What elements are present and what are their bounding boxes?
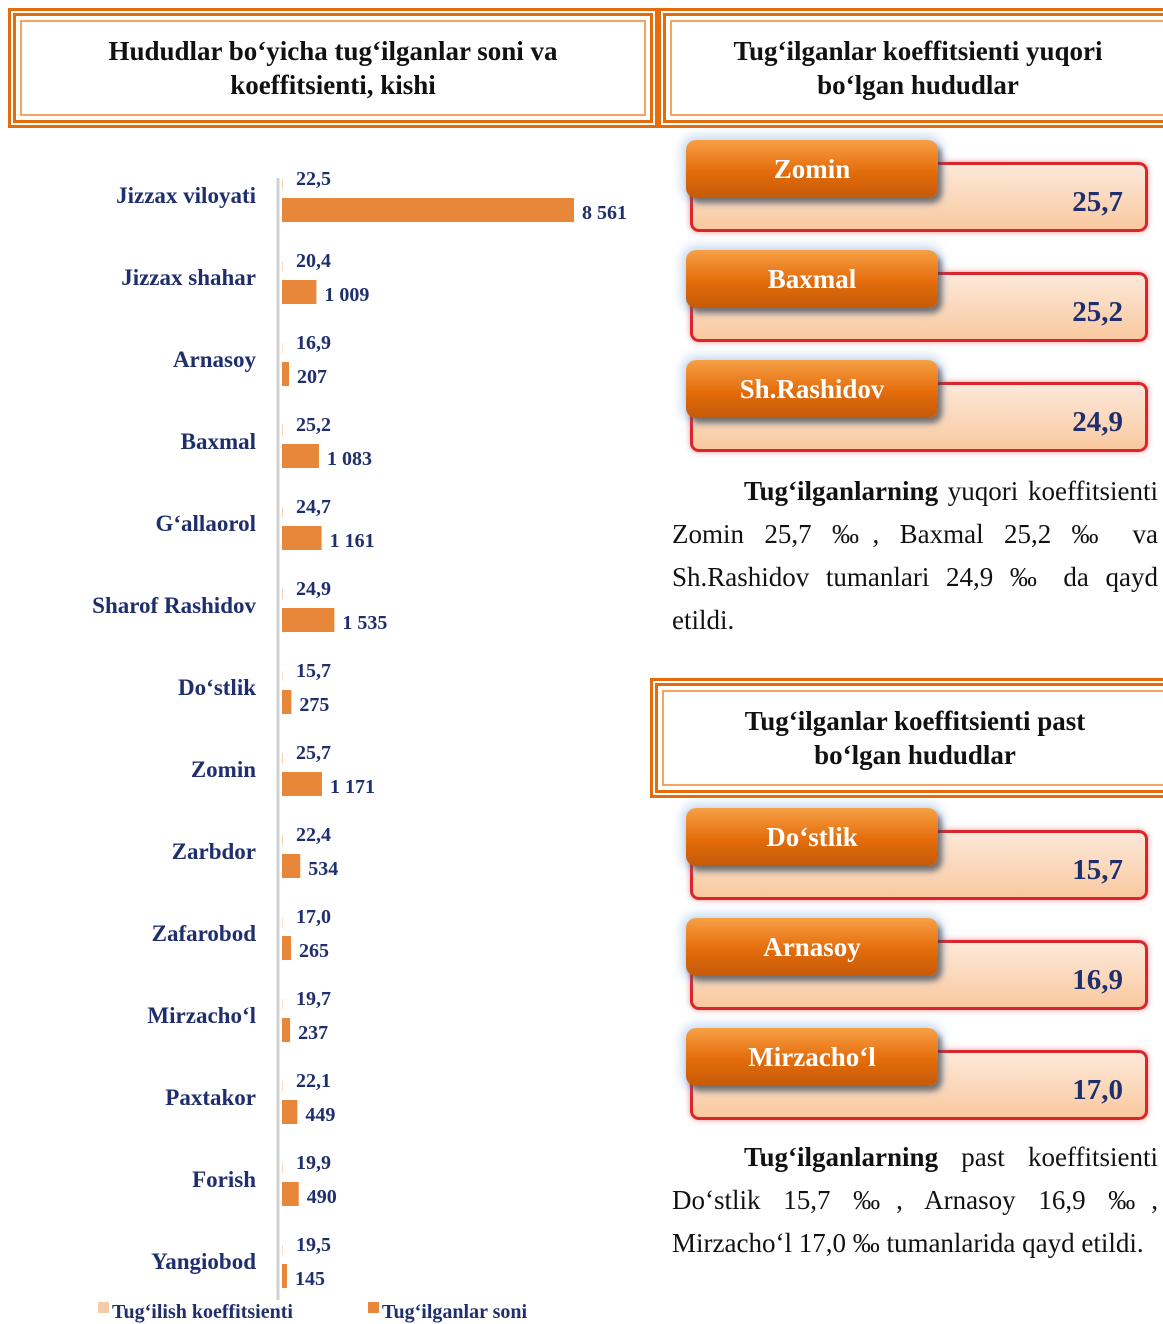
value-label: 490 — [307, 1186, 337, 1208]
value-label: 24,9 — [296, 578, 331, 600]
chart-title-text: Hududlar bo‘yicha tug‘ilganlar soni va k… — [108, 36, 558, 100]
name-tab: Baxmal — [686, 250, 938, 308]
bar — [282, 671, 283, 681]
panel-title: Tug‘ilganlar koeffitsienti past bo‘lgan … — [650, 678, 1163, 798]
bar — [282, 1018, 291, 1042]
text: yuqori koeffitsienti Zomin 25,7 ‰, Baxma… — [672, 476, 1158, 635]
bar — [282, 198, 575, 222]
legend-label: Tug‘ilish koeffitsienti — [112, 1301, 293, 1323]
value-label: 19,7 — [296, 988, 331, 1010]
bar — [282, 1264, 287, 1288]
panel-title-text: Tug‘ilganlar koeffitsienti yuqori bo‘lga… — [733, 36, 1103, 100]
panel-title-text: Tug‘ilganlar koeffitsienti past bo‘lgan … — [744, 706, 1086, 770]
category-label: Jizzax viloyati — [116, 183, 256, 208]
value-label: 207 — [297, 366, 327, 388]
value-label: 24,7 — [296, 496, 331, 518]
bar — [282, 507, 283, 517]
value-label: 449 — [305, 1104, 335, 1126]
bar — [282, 444, 319, 468]
bar — [282, 854, 301, 878]
category-label: Arnasoy — [173, 347, 257, 372]
value-label: 19,9 — [296, 1152, 331, 1174]
bar — [282, 835, 283, 845]
category-label: Jizzax shahar — [121, 265, 256, 290]
bar — [282, 589, 283, 599]
value-label: 15,7 — [296, 660, 331, 682]
bar — [282, 1163, 283, 1173]
chart: Jizzax viloyati 22,5 8 561 Jizzax shahar 20,… — [92, 168, 627, 1323]
paragraph: Tug‘ilganlarning past koeffitsienti Do‘s… — [672, 1136, 1158, 1265]
value-label: 22,5 — [296, 168, 331, 190]
bar — [282, 608, 335, 632]
category-label: Paxtakor — [165, 1085, 256, 1110]
value-label: 1 161 — [330, 530, 375, 552]
category-label: Zomin — [191, 757, 256, 782]
bar — [282, 526, 322, 550]
bar — [282, 343, 283, 353]
name-tab: Do‘stlik — [686, 808, 938, 866]
bar — [282, 179, 283, 189]
bar — [282, 1100, 298, 1124]
category-label: Mirzacho‘l — [147, 1003, 256, 1028]
paragraph: Tug‘ilganlarning yuqori koeffitsienti Zo… — [672, 470, 1158, 642]
lead: Tug‘ilganlarning — [744, 476, 939, 506]
category-label: G‘allaorol — [155, 511, 256, 536]
value-label: 19,5 — [296, 1234, 331, 1256]
value-label: 1 009 — [324, 284, 369, 306]
bar — [282, 936, 292, 960]
category-label: Zafarobod — [152, 921, 257, 946]
bar — [282, 362, 290, 386]
value-label: 1 171 — [330, 776, 375, 798]
value-label: 22,4 — [296, 824, 331, 846]
value-label: 1 083 — [327, 448, 372, 470]
bar — [282, 1182, 299, 1206]
value-label: 20,4 — [296, 250, 331, 272]
value-label: 22,1 — [296, 1070, 331, 1092]
category-label: Zarbdor — [172, 839, 256, 864]
text: past koeffitsienti Do‘stlik 15,7 ‰, Arna… — [672, 1142, 1158, 1258]
category-label: Sharof Rashidov — [92, 593, 256, 618]
category-label: Baxmal — [181, 429, 256, 454]
bar — [282, 261, 283, 271]
category-label: Do‘stlik — [178, 675, 256, 700]
bar — [282, 280, 317, 304]
value-label: 25,7 — [296, 742, 331, 764]
category-label: Forish — [192, 1167, 256, 1192]
legend-swatch — [98, 1302, 109, 1313]
name-tab: Arnasoy — [686, 918, 938, 976]
value-label: 534 — [308, 858, 338, 880]
name-tab: Mirzacho‘l — [686, 1028, 938, 1086]
bar — [282, 753, 283, 763]
chart-title: Hududlar bo‘yicha tug‘ilganlar soni va k… — [8, 8, 658, 128]
name-tab: Zomin — [686, 140, 938, 198]
legend-label: Tug‘ilganlar soni — [382, 1301, 528, 1323]
panel-title: Tug‘ilganlar koeffitsienti yuqori bo‘lga… — [658, 8, 1163, 128]
bar — [282, 1245, 283, 1255]
bar — [282, 425, 283, 435]
category-label: Yangiobod — [151, 1249, 256, 1274]
bar — [282, 772, 322, 796]
lead: Tug‘ilganlarning — [744, 1142, 939, 1172]
value-label: 8 561 — [582, 202, 627, 224]
bar — [282, 1081, 283, 1091]
value-label: 237 — [298, 1022, 328, 1044]
bar — [282, 917, 283, 927]
value-label: 275 — [299, 694, 329, 716]
value-label: 25,2 — [296, 414, 331, 436]
value-label: 16,9 — [296, 332, 331, 354]
value-label: 265 — [299, 940, 329, 962]
bar — [282, 999, 283, 1009]
name-tab: Sh.Rashidov — [686, 360, 938, 418]
bar — [282, 690, 292, 714]
legend-swatch — [368, 1302, 379, 1313]
value-label: 145 — [295, 1268, 325, 1290]
value-label: 17,0 — [296, 906, 331, 928]
value-label: 1 535 — [342, 612, 387, 634]
